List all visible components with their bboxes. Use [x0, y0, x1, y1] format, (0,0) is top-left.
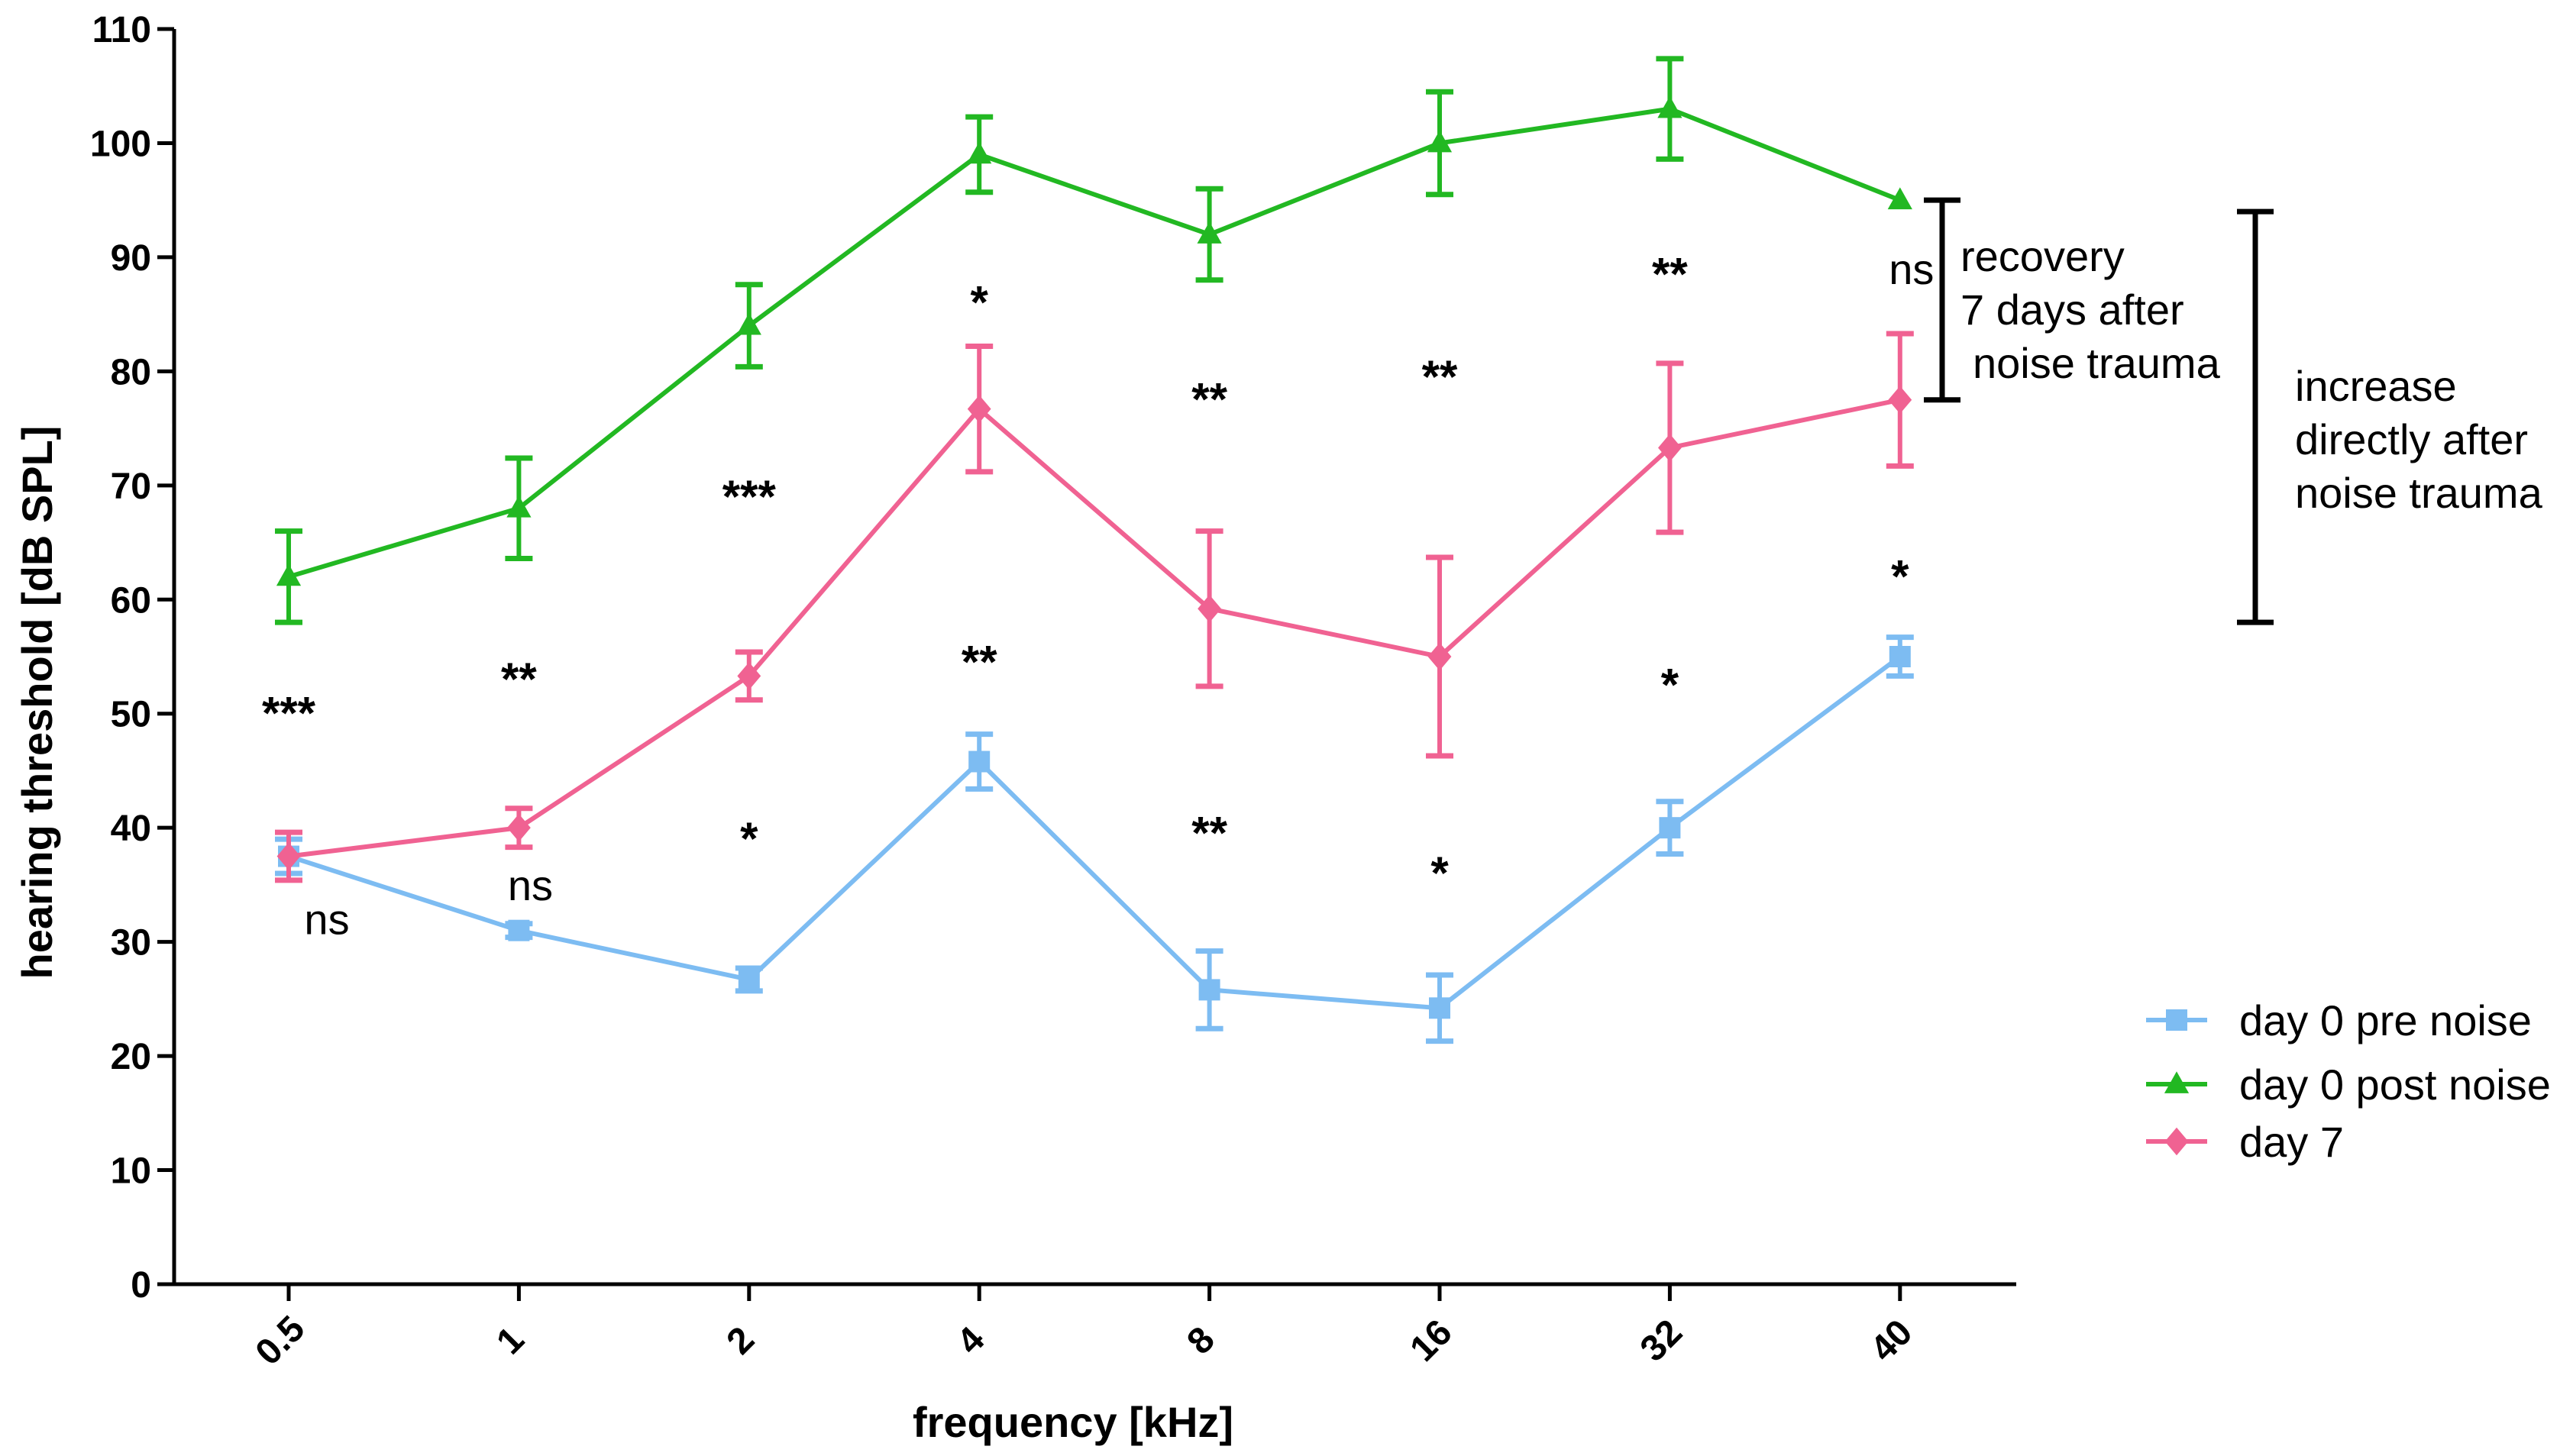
data-point	[968, 751, 991, 773]
y-tick-label: 60	[111, 580, 151, 621]
x-tick-label: 2	[719, 1319, 762, 1362]
x-tick-label: 32	[1633, 1312, 1690, 1369]
bracket-label: increase	[2295, 362, 2457, 410]
series-day-0-post-noise	[275, 56, 1912, 625]
bracket: recovery 7 days after noise trauma	[1924, 197, 2221, 403]
data-point	[507, 813, 531, 842]
significance-label: ns	[1889, 245, 1934, 293]
x-tick-label: 1	[489, 1319, 532, 1362]
legend-marker	[2164, 1127, 2189, 1156]
y-tick-label: 30	[111, 923, 151, 964]
data-point	[967, 395, 991, 423]
data-point	[506, 495, 532, 518]
legend-marker	[2164, 1071, 2190, 1093]
legend: day 0 pre noise day 0 post noise day 7	[2146, 996, 2551, 1166]
y-axis-title: hearing threshold [dB SPL]	[13, 426, 61, 980]
significance-label: ***	[722, 471, 777, 522]
x-tick-label: 0.5	[248, 1309, 313, 1374]
y-tick-label: 90	[111, 238, 151, 279]
significance-label: **	[962, 636, 997, 687]
data-point	[1657, 95, 1682, 118]
data-point	[736, 312, 761, 335]
significance-label: *	[1891, 550, 1909, 602]
bracket-label: noise trauma	[1973, 339, 2221, 387]
significance-label: *	[971, 277, 989, 328]
y-tick-label: 70	[111, 467, 151, 507]
data-point	[1427, 642, 1452, 671]
significance-label: **	[1191, 374, 1227, 425]
x-tick-label: 4	[949, 1319, 993, 1363]
series-day-7	[275, 331, 1914, 883]
bracket: increase directly after noise trauma	[2237, 208, 2543, 625]
data-point	[1198, 595, 1221, 623]
y-tick-label: 80	[111, 352, 151, 392]
significance-label: *	[1430, 847, 1449, 899]
significance-label: *	[740, 813, 758, 864]
y-tick-label: 50	[111, 695, 151, 735]
x-tick-label: 40	[1863, 1312, 1920, 1369]
legend-item: day 0 post noise	[2146, 1061, 2551, 1109]
significance-label: **	[501, 654, 537, 705]
x-tick-label: 16	[1402, 1312, 1459, 1369]
legend-item: day 0 pre noise	[2146, 996, 2532, 1044]
significance-label: ns	[304, 896, 349, 944]
y-tick-label: 100	[90, 124, 151, 164]
data-point	[508, 919, 530, 941]
axes: 0 10 20 30 40 50 60 70 80 90 100 110 0.5 1 2 4 8 16 32 40	[90, 10, 2016, 1373]
y-tick-label: 20	[111, 1037, 151, 1077]
data-point	[1197, 221, 1222, 244]
significance-label: **	[1652, 248, 1688, 299]
data-point	[276, 563, 302, 586]
data-point	[276, 842, 301, 870]
y-tick-label: 10	[111, 1151, 151, 1192]
data-point	[967, 141, 992, 164]
significance-label: *	[1661, 659, 1679, 710]
x-axis-title: frequency [kHz]	[913, 1398, 1233, 1446]
significance-label: **	[1422, 351, 1458, 402]
bracket-label: recovery	[1960, 232, 2125, 280]
bracket-label: noise trauma	[2295, 469, 2543, 517]
legend-item: day 7	[2146, 1118, 2344, 1166]
data-point	[738, 968, 760, 990]
data-point	[1887, 187, 1912, 210]
y-tick-label: 40	[111, 809, 151, 849]
x-tick-label: 8	[1179, 1319, 1222, 1362]
significance-label: ***	[262, 688, 316, 739]
legend-label: day 0 post noise	[2239, 1061, 2551, 1109]
significance-layer: ***ns**ns*****************ns*	[262, 245, 1934, 944]
data-point	[1198, 979, 1220, 1001]
bracket-label: directly after	[2295, 415, 2528, 463]
data-point	[737, 662, 761, 690]
data-point	[1888, 386, 1912, 414]
data-point	[1658, 434, 1682, 462]
data-point	[1659, 817, 1681, 839]
series-line	[288, 654, 1902, 1011]
data-point	[1889, 646, 1911, 667]
y-tick-label: 110	[92, 10, 151, 50]
y-tick-label: 0	[131, 1265, 151, 1306]
series-line	[288, 397, 1901, 859]
bracket-label: 7 days after	[1960, 286, 2184, 334]
legend-marker	[2166, 1009, 2187, 1031]
legend-label: day 0 pre noise	[2239, 996, 2532, 1044]
legend-label: day 7	[2239, 1118, 2344, 1166]
significance-label: **	[1191, 808, 1227, 859]
data-point	[1427, 130, 1453, 153]
series-layer	[275, 56, 1914, 1044]
series-line	[288, 106, 1901, 579]
data-point	[1429, 997, 1450, 1019]
significance-label: ns	[508, 861, 553, 909]
